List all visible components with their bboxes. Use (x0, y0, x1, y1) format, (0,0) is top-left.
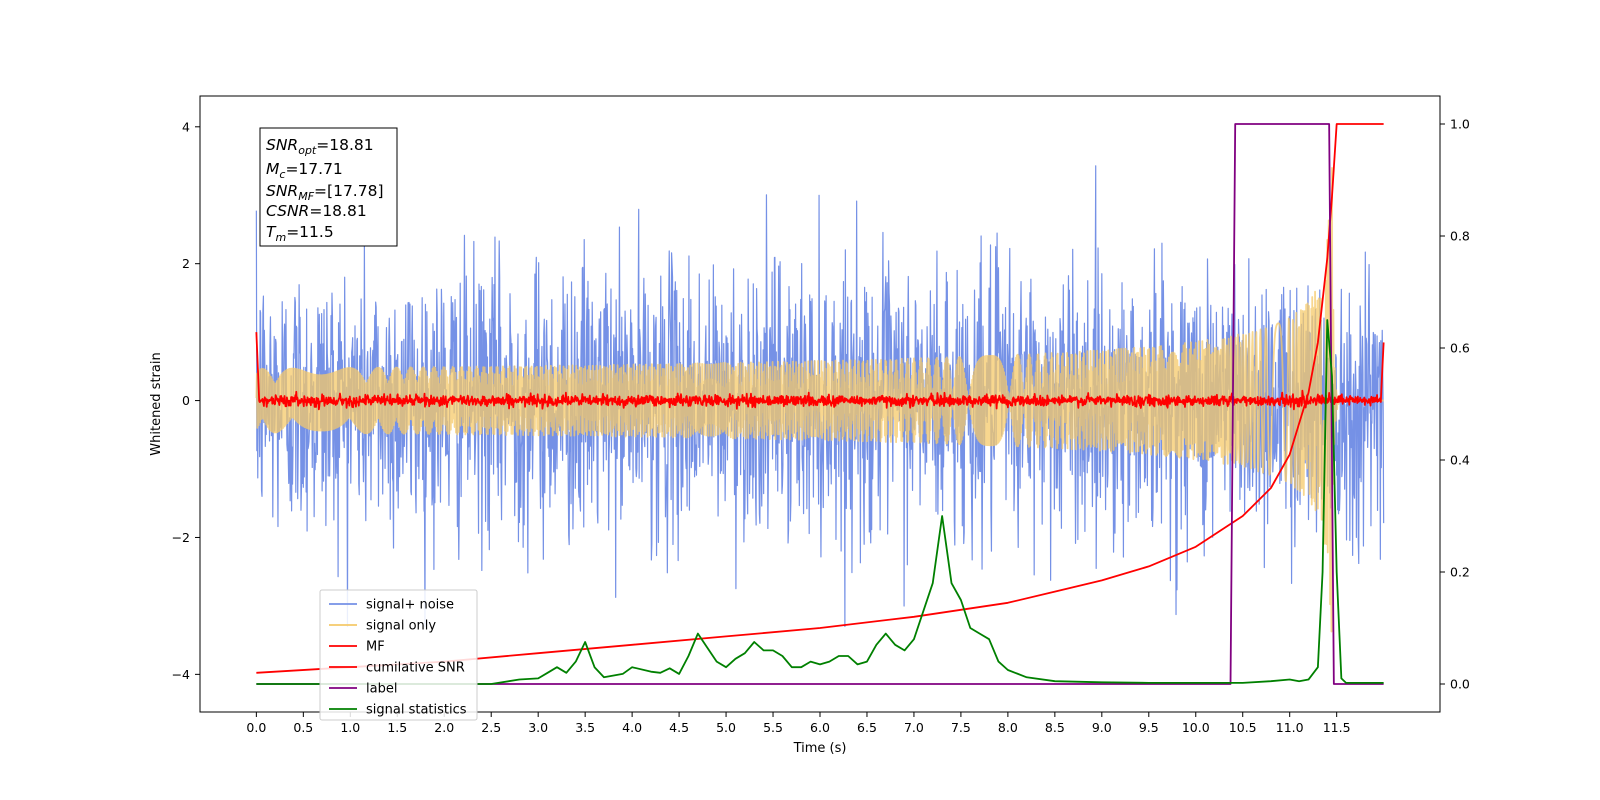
x-tick-label: 9.0 (1092, 720, 1112, 735)
x-tick-label: 1.0 (340, 720, 360, 735)
y-tick-label: −2 (172, 530, 190, 545)
annotation-tm: Tm=11.5 (266, 223, 334, 244)
x-tick-label: 5.5 (763, 720, 783, 735)
y-tick-label: −4 (172, 667, 190, 682)
legend-label: MF (366, 640, 385, 655)
y2-tick-label: 0.2 (1450, 565, 1470, 580)
y-tick-label: 4 (182, 119, 190, 134)
series-line-mf (255, 332, 1385, 411)
y-axis-left: 4 2 0 −2 −4 (172, 119, 200, 682)
x-tick-label: 11.5 (1323, 720, 1351, 735)
legend: signal+ noise signal only MF cumilative SNR… (319, 589, 478, 721)
y2-tick-label: 1.0 (1450, 117, 1470, 132)
x-tick-label: 5.0 (716, 720, 736, 735)
x-axis: 0.0 0.5 1.0 1.5 2.0 2.5 3.0 3.5 4.0 4.5 5.0 5.5 6.0 6… (246, 712, 1351, 735)
series-line-signal-only (255, 166, 1385, 633)
y2-tick-label: 0.8 (1450, 229, 1470, 244)
x-tick-label: 0.0 (246, 720, 266, 735)
y-axis-right: 1.0 0.8 0.6 0.4 0.2 0.0 (1440, 117, 1470, 692)
x-tick-label: 10.0 (1182, 720, 1210, 735)
legend-label: signal+ noise (366, 598, 454, 613)
x-tick-label: 6.5 (857, 720, 877, 735)
annotation-snr-opt: SNRopt=18.81 (266, 136, 374, 157)
x-tick-label: 3.5 (575, 720, 595, 735)
x-tick-label: 7.5 (951, 720, 971, 735)
annotation-csnr: CSNR=18.81 (266, 202, 367, 220)
series-layer (255, 123, 1385, 685)
legend-label: signal statistics (366, 703, 467, 718)
x-tick-label: 11.0 (1276, 720, 1304, 735)
y-tick-label: 0 (182, 393, 190, 408)
y-tick-label: 2 (182, 256, 190, 271)
annotation-mc: Mc=17.71 (266, 160, 343, 181)
annotation-snr-mf: SNRMF=[17.78] (266, 182, 384, 203)
x-axis-label: Time (s) (793, 741, 847, 756)
annotation-box: SNRopt=18.81 Mc=17.71 SNRMF=[17.78] CSNR… (259, 127, 398, 247)
x-tick-label: 9.5 (1139, 720, 1159, 735)
x-tick-label: 10.5 (1229, 720, 1257, 735)
x-tick-label: 2.5 (481, 720, 501, 735)
x-tick-label: 3.0 (528, 720, 548, 735)
y2-tick-label: 0.0 (1450, 677, 1470, 692)
x-tick-label: 0.5 (293, 720, 313, 735)
x-tick-label: 4.5 (669, 720, 689, 735)
x-tick-label: 6.0 (810, 720, 830, 735)
x-tick-label: 4.0 (622, 720, 642, 735)
x-tick-label: 8.0 (998, 720, 1018, 735)
x-tick-label: 2.0 (434, 720, 454, 735)
x-tick-label: 8.5 (1045, 720, 1065, 735)
series-line-cumilative-snr (256, 123, 1384, 674)
legend-label: label (366, 682, 397, 697)
legend-label: cumilative SNR (366, 661, 465, 676)
legend-label: signal only (366, 619, 436, 634)
y2-tick-label: 0.6 (1450, 341, 1470, 356)
x-tick-label: 7.0 (904, 720, 924, 735)
series-line-signal-statistics (256, 319, 1384, 685)
y-axis-label: Whitened strain (149, 352, 164, 455)
x-tick-label: 1.5 (387, 720, 407, 735)
y2-tick-label: 0.4 (1450, 453, 1470, 468)
series-line-label (256, 123, 1384, 685)
